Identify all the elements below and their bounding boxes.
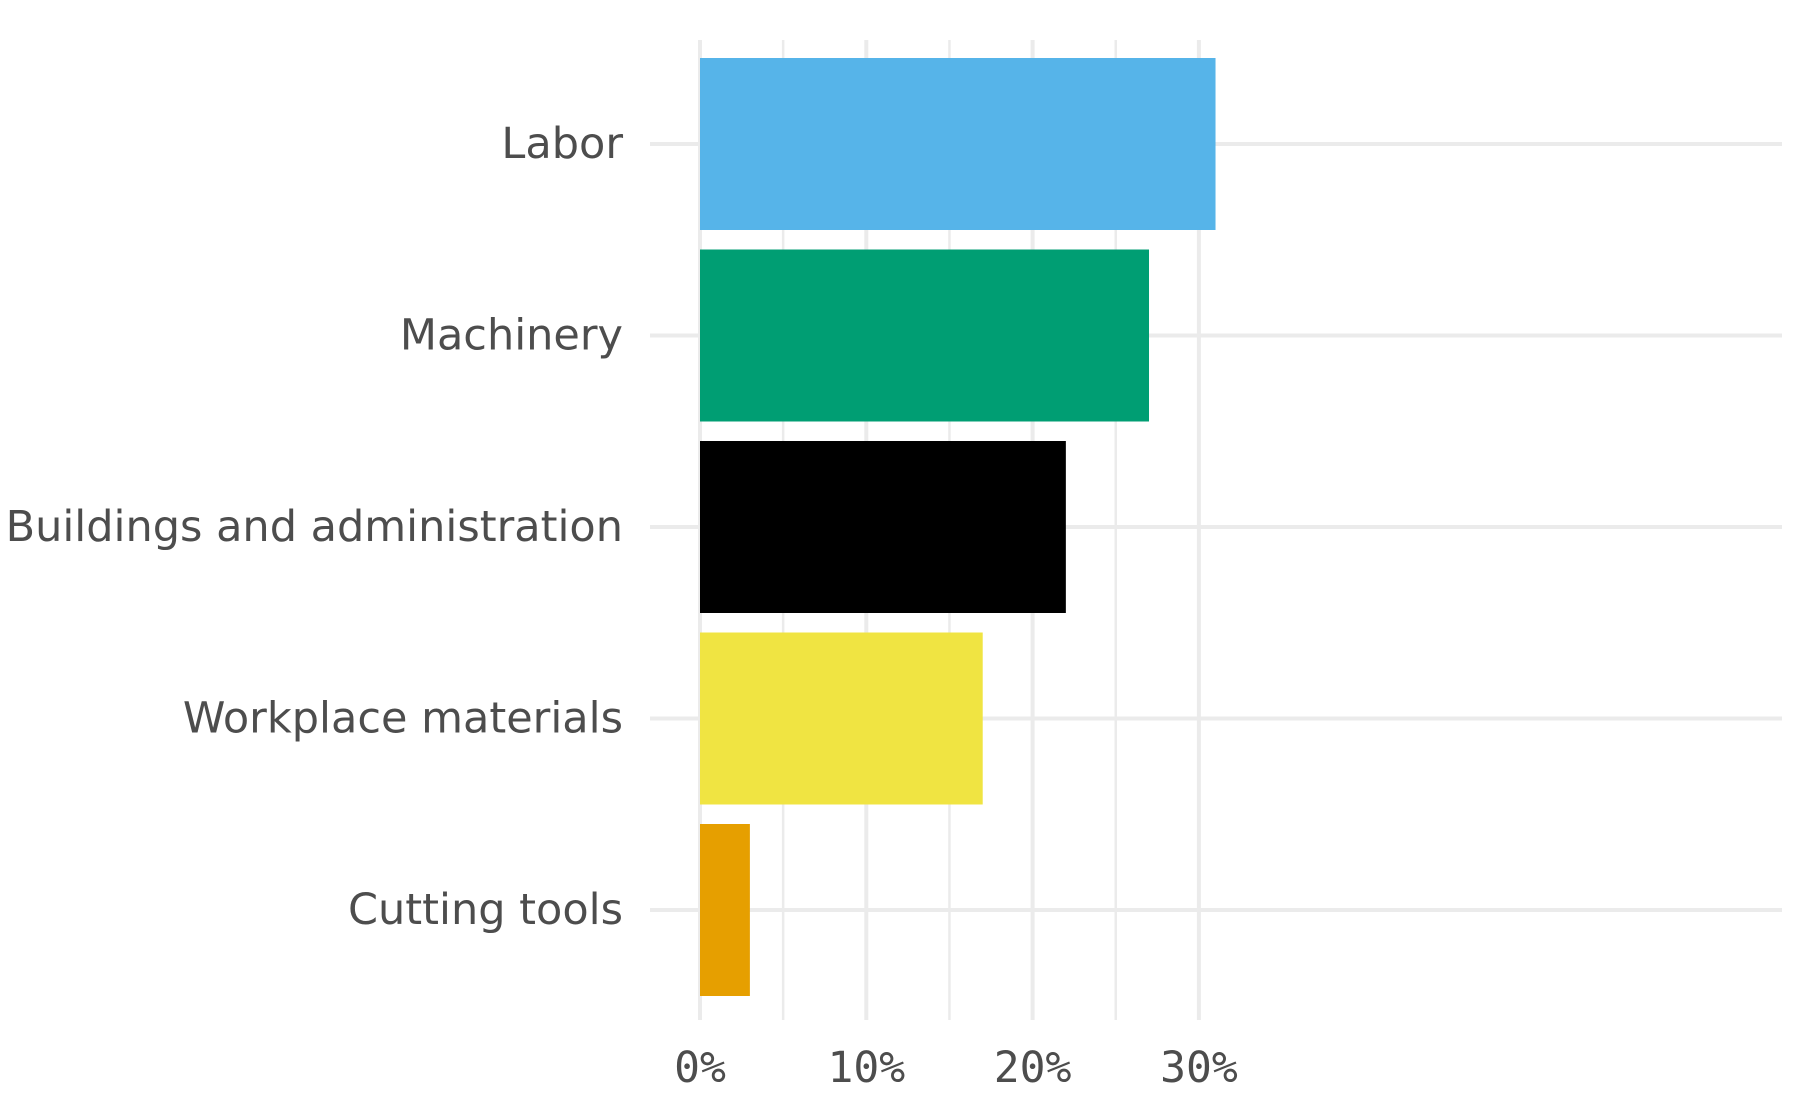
- x-tick-label: 30%: [1160, 1043, 1238, 1093]
- x-axis-tick-labels: 0% 10% 20% 30%: [674, 1043, 1238, 1093]
- x-tick-label: 0%: [674, 1043, 726, 1093]
- bar-workplace-materials: [700, 632, 983, 805]
- bars-layer: [700, 58, 1216, 996]
- bar-cutting-tools: [700, 824, 750, 996]
- x-tick-label: 20%: [994, 1043, 1072, 1093]
- bar-labor: [700, 58, 1216, 230]
- category-label: Cutting tools: [348, 885, 623, 935]
- category-label: Buildings and administration: [6, 502, 623, 552]
- x-tick-label: 10%: [827, 1043, 905, 1093]
- bar-buildings-and-administration: [700, 441, 1066, 613]
- category-label: Workplace materials: [183, 694, 623, 744]
- category-labels: Labor Machinery Buildings and administrati…: [6, 119, 624, 935]
- category-label: Machinery: [400, 311, 623, 361]
- category-label: Labor: [501, 119, 623, 169]
- bar-machinery: [700, 249, 1150, 422]
